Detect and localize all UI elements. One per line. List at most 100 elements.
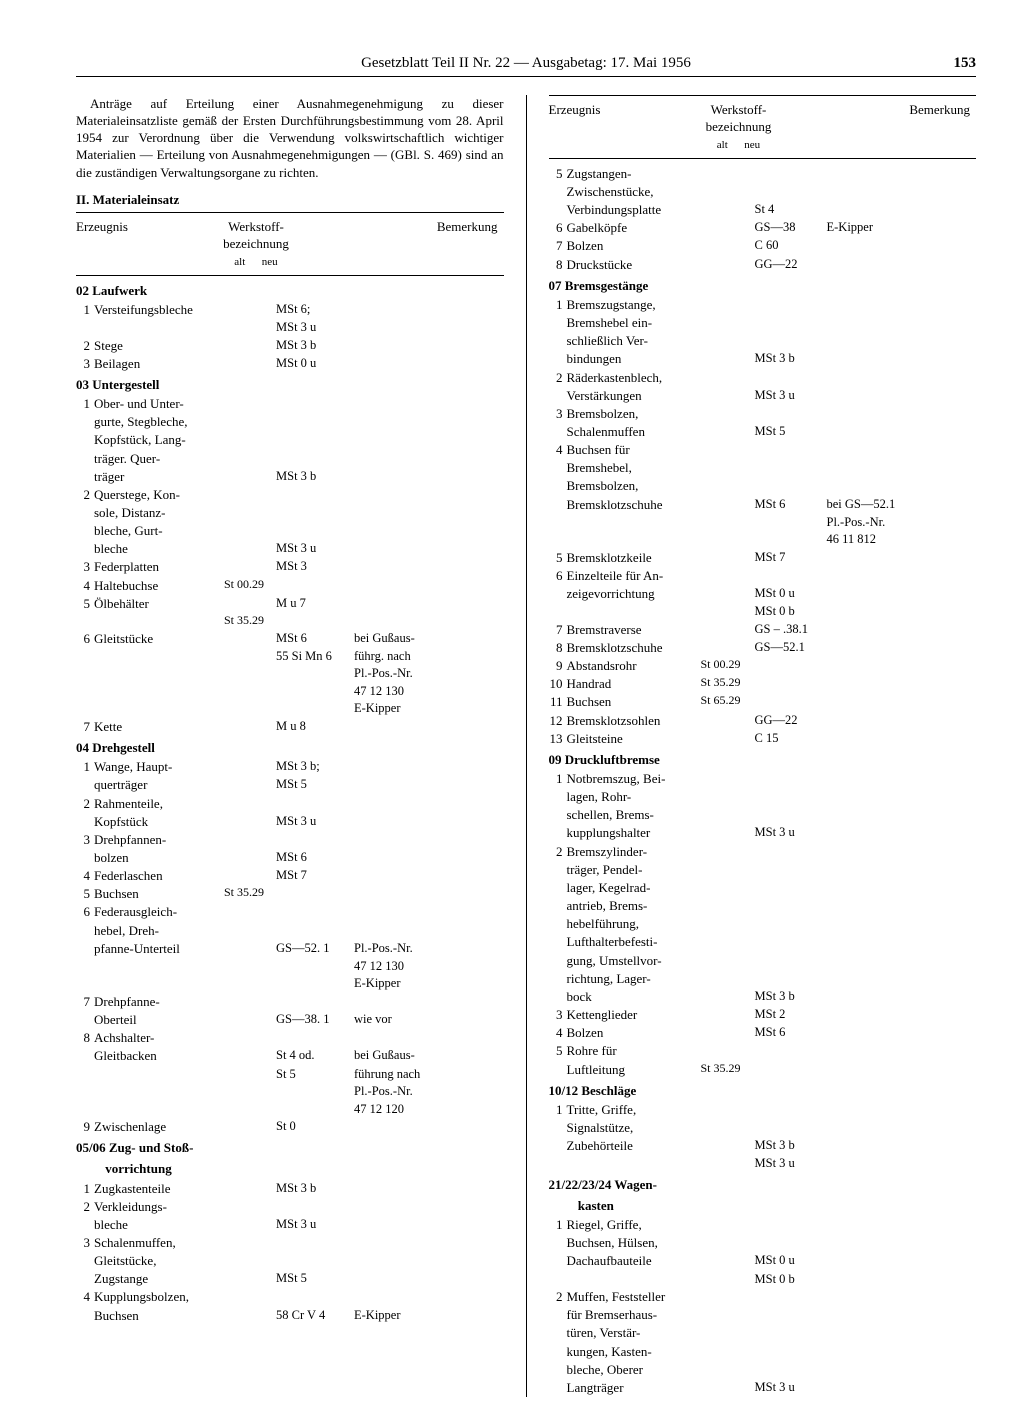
table-row: bleche, Oberer <box>549 1361 977 1378</box>
row-product: Federplatten <box>94 558 224 575</box>
table-row: Buchsen, Hülsen, <box>549 1234 977 1251</box>
table-row: 8BremsklotzschuheGS—52.1 <box>549 639 977 656</box>
row-product: lagen, Rohr- <box>567 788 701 805</box>
row-remark: Pl.-Pos.-Nr. <box>354 1083 504 1100</box>
row-product: Kopfstück, Lang- <box>94 431 224 448</box>
row-alt: St 35.29 <box>224 885 276 901</box>
table-row: LuftleitungSt 35.29 <box>549 1061 977 1078</box>
row-remark: E-Kipper <box>354 700 504 717</box>
row-neu: GG—22 <box>755 256 827 273</box>
row-product: Kette <box>94 718 224 735</box>
row-alt: St 35.29 <box>701 675 755 691</box>
table-row: 3KettengliederMSt 2 <box>549 1006 977 1023</box>
table-row: MSt 3 u <box>549 1155 977 1172</box>
table-row: 4HaltebuchseSt 00.29 <box>76 577 504 594</box>
row-num: 2 <box>76 486 94 503</box>
row-num: 4 <box>549 441 567 458</box>
row-num: 5 <box>549 165 567 182</box>
table-row: 5Rohre für <box>549 1042 977 1059</box>
column-divider <box>526 95 527 1397</box>
row-product: schließlich Ver- <box>567 332 701 349</box>
table-header-left: Erzeugnis Werkstoff- bezeichnung alt neu… <box>76 212 504 276</box>
row-neu: MSt 3 u <box>755 824 827 841</box>
table-row: 3Drehpfannen- <box>76 831 504 848</box>
row-num: 3 <box>76 1234 94 1251</box>
row-neu: MSt 2 <box>755 1006 827 1023</box>
row-product: Handrad <box>567 675 701 692</box>
row-product: Bremsklotzschuhe <box>567 639 701 656</box>
table-row: 47 12 130 <box>76 683 504 700</box>
group-heading: 09 Druckluftbremse <box>549 751 977 768</box>
table-row: querträgerMSt 5 <box>76 776 504 793</box>
right-table-body: 5Zugstangen-Zwischenstücke,Verbindungspl… <box>549 165 977 1396</box>
row-product: Bremszylinder- <box>567 843 701 860</box>
group-heading: 07 Bremsgestänge <box>549 277 977 294</box>
row-product: Bremsklotzkeile <box>567 549 701 566</box>
th-bemerkung: Bemerkung <box>316 218 504 270</box>
table-row: kupplungshalterMSt 3 u <box>549 824 977 841</box>
row-neu: C 15 <box>755 730 827 747</box>
row-product: Ober- und Unter- <box>94 395 224 412</box>
row-remark: 47 12 130 <box>354 683 504 700</box>
table-row: ZubehörteileMSt 3 b <box>549 1137 977 1154</box>
row-product: Buchsen <box>94 1307 224 1324</box>
row-product: Buchsen <box>567 693 701 710</box>
table-row: gung, Umstellvor- <box>549 952 977 969</box>
row-product: Bolzen <box>567 1024 701 1041</box>
row-product: Rohre für <box>567 1042 701 1059</box>
table-row: Signalstütze, <box>549 1119 977 1136</box>
row-neu: 55 Si Mn 6 <box>276 648 354 665</box>
row-neu: St 4 od. <box>276 1047 354 1064</box>
row-product: Drehpfannen- <box>94 831 224 848</box>
row-product: Zugstangen- <box>567 165 701 182</box>
row-num: 13 <box>549 730 567 747</box>
table-row: für Bremserhaus- <box>549 1306 977 1323</box>
row-neu: M u 7 <box>276 595 354 612</box>
row-remark: bei Gußaus- <box>354 630 504 647</box>
table-row: 47 12 120 <box>76 1101 504 1118</box>
table-row: 4Kupplungsbolzen, <box>76 1288 504 1305</box>
row-neu: MSt 6 <box>276 849 354 866</box>
table-row: Bremshebel, <box>549 459 977 476</box>
row-num: 5 <box>76 885 94 902</box>
row-num: 6 <box>549 567 567 584</box>
table-row: 2Rahmenteile, <box>76 795 504 812</box>
table-row: E-Kipper <box>76 700 504 717</box>
row-alt: St 00.29 <box>224 577 276 593</box>
row-product: bindungen <box>567 350 701 367</box>
row-product: Luftleitung <box>567 1061 701 1078</box>
table-row: Kopfstück, Lang- <box>76 431 504 448</box>
table-row: 3Bremsbolzen, <box>549 405 977 422</box>
intro-paragraph: Anträge auf Erteilung einer Ausnahmegene… <box>76 95 504 181</box>
row-product: bleche, Oberer <box>567 1361 701 1378</box>
table-row: VerbindungsplatteSt 4 <box>549 201 977 218</box>
row-product: richtung, Lager- <box>567 970 701 987</box>
table-row: St 5führung nach <box>76 1066 504 1083</box>
table-row: gurte, Stegbleche, <box>76 413 504 430</box>
row-num: 8 <box>549 639 567 656</box>
row-num: 7 <box>549 621 567 638</box>
row-remark: führung nach <box>354 1066 504 1083</box>
table-row: MSt 0 b <box>549 1271 977 1288</box>
row-neu: MSt 7 <box>276 867 354 884</box>
row-neu: St 0 <box>276 1118 354 1135</box>
table-row: Zwischenstücke, <box>549 183 977 200</box>
row-product: Abstandsrohr <box>567 657 701 674</box>
row-remark: E-Kipper <box>354 975 504 992</box>
table-row: bleche, Gurt- <box>76 522 504 539</box>
th-werkstoff: Werkstoff- bezeichnung alt neu <box>196 218 316 270</box>
table-row: 3Schalenmuffen, <box>76 1234 504 1251</box>
row-product: bolzen <box>94 849 224 866</box>
th-erzeugnis: Erzeugnis <box>549 101 679 153</box>
row-neu: MSt 0 u <box>755 585 827 602</box>
header-title: Gesetzblatt Teil II Nr. 22 — Ausgabetag:… <box>361 55 691 71</box>
row-product: Verstärkungen <box>567 387 701 404</box>
row-product: hebelführung, <box>567 915 701 932</box>
table-row: bolzen MSt 6 <box>76 849 504 866</box>
row-product: Querstege, Kon- <box>94 486 224 503</box>
row-remark: E-Kipper <box>354 1307 504 1324</box>
row-product: bleche, Gurt- <box>94 522 224 539</box>
table-row: 7BolzenC 60 <box>549 237 977 254</box>
table-row: bindungenMSt 3 b <box>549 350 977 367</box>
row-neu: M u 8 <box>276 718 354 735</box>
